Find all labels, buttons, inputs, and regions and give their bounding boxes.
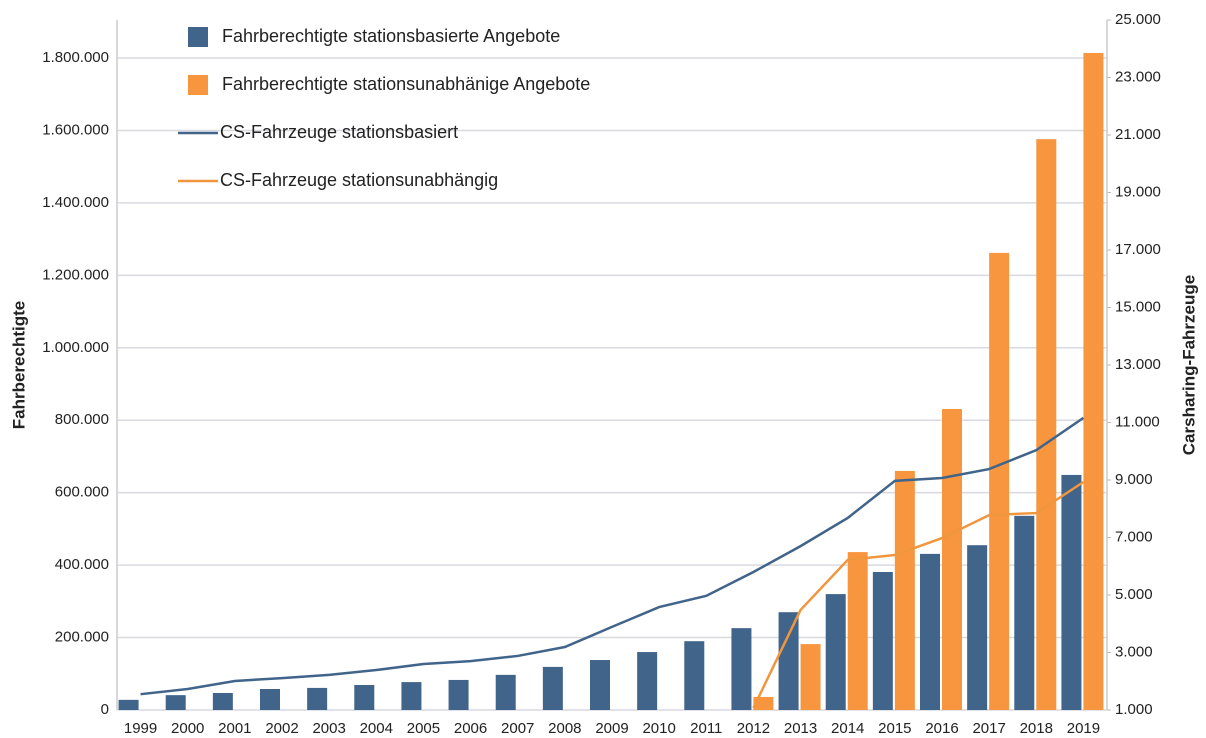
x-tick-label: 2002 [265,720,298,737]
x-tick-label: 2006 [454,720,487,737]
legend-label: Fahrberechtigte stationsbasierte Angebot… [222,26,560,46]
y-tick-label: 1.400.000 [42,194,109,211]
bar [825,594,846,710]
legend-label: CS-Fahrzeuge stationsunabhängig [220,170,498,190]
bar [894,470,915,710]
x-tick-label: 2000 [171,720,204,737]
bar [212,692,233,710]
x-tick-label: 2018 [1020,720,1053,737]
x-tick-label: 1999 [124,720,157,737]
x-tick-label: 2001 [218,720,251,737]
bar [800,644,821,710]
y2-axis-title: Carsharing-Fahrzeuge [1179,275,1198,455]
y-tick-label: 800.000 [55,411,109,428]
y-tick-label: 1.600.000 [42,121,109,138]
bar [260,688,280,710]
y2-tick-label: 3.000 [1115,643,1153,660]
x-tick-label: 2008 [548,720,581,737]
bar [731,628,752,710]
bar [1083,52,1104,710]
x-tick-label: 2009 [595,720,628,737]
bar [684,641,705,710]
y-axis-title: Fahrberechtigte [9,301,28,429]
bar [307,687,328,710]
y2-tick-label: 5.000 [1115,586,1153,603]
bar [1036,139,1057,711]
y-tick-label: 1.800.000 [42,49,109,66]
y-tick-label: 600.000 [55,484,109,501]
y2-tick-label: 17.000 [1115,241,1161,258]
bar [1014,515,1035,710]
x-tick-label: 2017 [972,720,1005,737]
x-tick-label: 2012 [737,720,770,737]
bar [118,699,139,710]
x-tick-label: 2003 [312,720,345,737]
y2-tick-label: 25.000 [1115,11,1161,28]
y2-tick-label: 11.000 [1115,413,1160,430]
y2-tick-label: 19.000 [1115,183,1161,200]
y2-tick-label: 23.000 [1115,68,1161,85]
y2-tick-label: 1.000 [1115,701,1153,718]
y-tick-label: 200.000 [55,629,109,646]
x-tick-label: 2013 [784,720,817,737]
legend-label: Fahrberechtigte stationsunabhänige Angeb… [222,74,590,94]
bar [920,553,940,710]
y-tick-label: 1.200.000 [42,266,109,283]
bar [165,695,186,710]
bar [872,572,893,710]
x-tick-label: 2019 [1067,720,1100,737]
x-tick-label: 2010 [642,720,675,737]
y-tick-label: 0 [101,701,109,718]
y2-tick-label: 7.000 [1115,528,1153,545]
y-tick-label: 400.000 [55,556,109,573]
x-tick-label: 2007 [501,720,534,737]
bar [967,545,988,710]
line [140,416,1085,696]
y2-tick-label: 21.000 [1115,126,1161,143]
x-tick-label: 2011 [690,720,722,737]
x-tick-label: 2015 [878,720,911,737]
bar [778,612,799,710]
bar [448,679,469,710]
x-tick-label: 2016 [925,720,958,737]
x-tick-label: 2004 [360,720,393,737]
y2-tick-label: 13.000 [1115,356,1161,373]
y2-tick-label: 9.000 [1115,471,1153,488]
bar [401,682,422,710]
bar [989,252,1010,710]
x-tick-label: 2014 [831,720,864,737]
bar [354,685,375,710]
bar [542,666,563,710]
legend-swatch [188,27,208,47]
y-tick-label: 1.000.000 [42,339,109,356]
bar [942,409,962,710]
x-tick-label: 2005 [407,720,440,737]
y2-tick-label: 15.000 [1115,298,1161,315]
bar [847,552,868,710]
bar [495,674,516,710]
legend-swatch [188,75,208,95]
bar [1061,474,1082,710]
line [752,480,1085,709]
legend-label: CS-Fahrzeuge stationsbasiert [220,122,458,142]
bar [590,660,610,710]
bar [637,652,658,710]
